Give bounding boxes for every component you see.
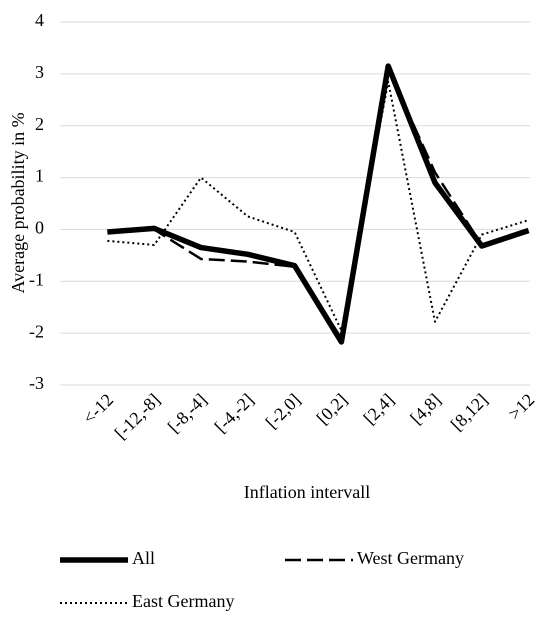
series-line	[107, 80, 529, 332]
y-tick-label: -3	[29, 373, 44, 393]
x-tick-label: [4,8]	[406, 390, 445, 429]
x-tick-label: [-12,-8]	[111, 390, 164, 443]
series-line	[107, 63, 530, 345]
legend-label: West Germany	[357, 548, 464, 568]
x-tick-label: [-2,0]	[262, 390, 305, 433]
x-tick-label: [2,4]	[359, 390, 398, 429]
x-tick-label: >12	[504, 390, 538, 424]
x-tick-label: <-12	[79, 390, 117, 428]
legend-label: All	[132, 548, 155, 568]
y-tick-label: 3	[35, 62, 44, 82]
legend-label: East Germany	[132, 591, 234, 611]
x-tick-label: [-8,-4]	[164, 390, 211, 437]
x-axis-title: Inflation intervall	[244, 482, 370, 502]
x-tick-label: [-4,-2]	[211, 390, 258, 437]
y-axis-title: Average probability in %	[8, 112, 28, 293]
series-line	[107, 67, 529, 340]
y-tick-label: 2	[35, 114, 44, 134]
x-tick-label: [8,12]	[447, 390, 492, 435]
y-tick-label: -1	[29, 269, 44, 289]
x-tick-label: [0,2]	[313, 390, 352, 429]
y-tick-label: -2	[29, 321, 44, 341]
y-tick-label: 1	[35, 166, 44, 186]
y-tick-label: 0	[35, 218, 44, 238]
y-tick-label: 4	[35, 10, 44, 30]
